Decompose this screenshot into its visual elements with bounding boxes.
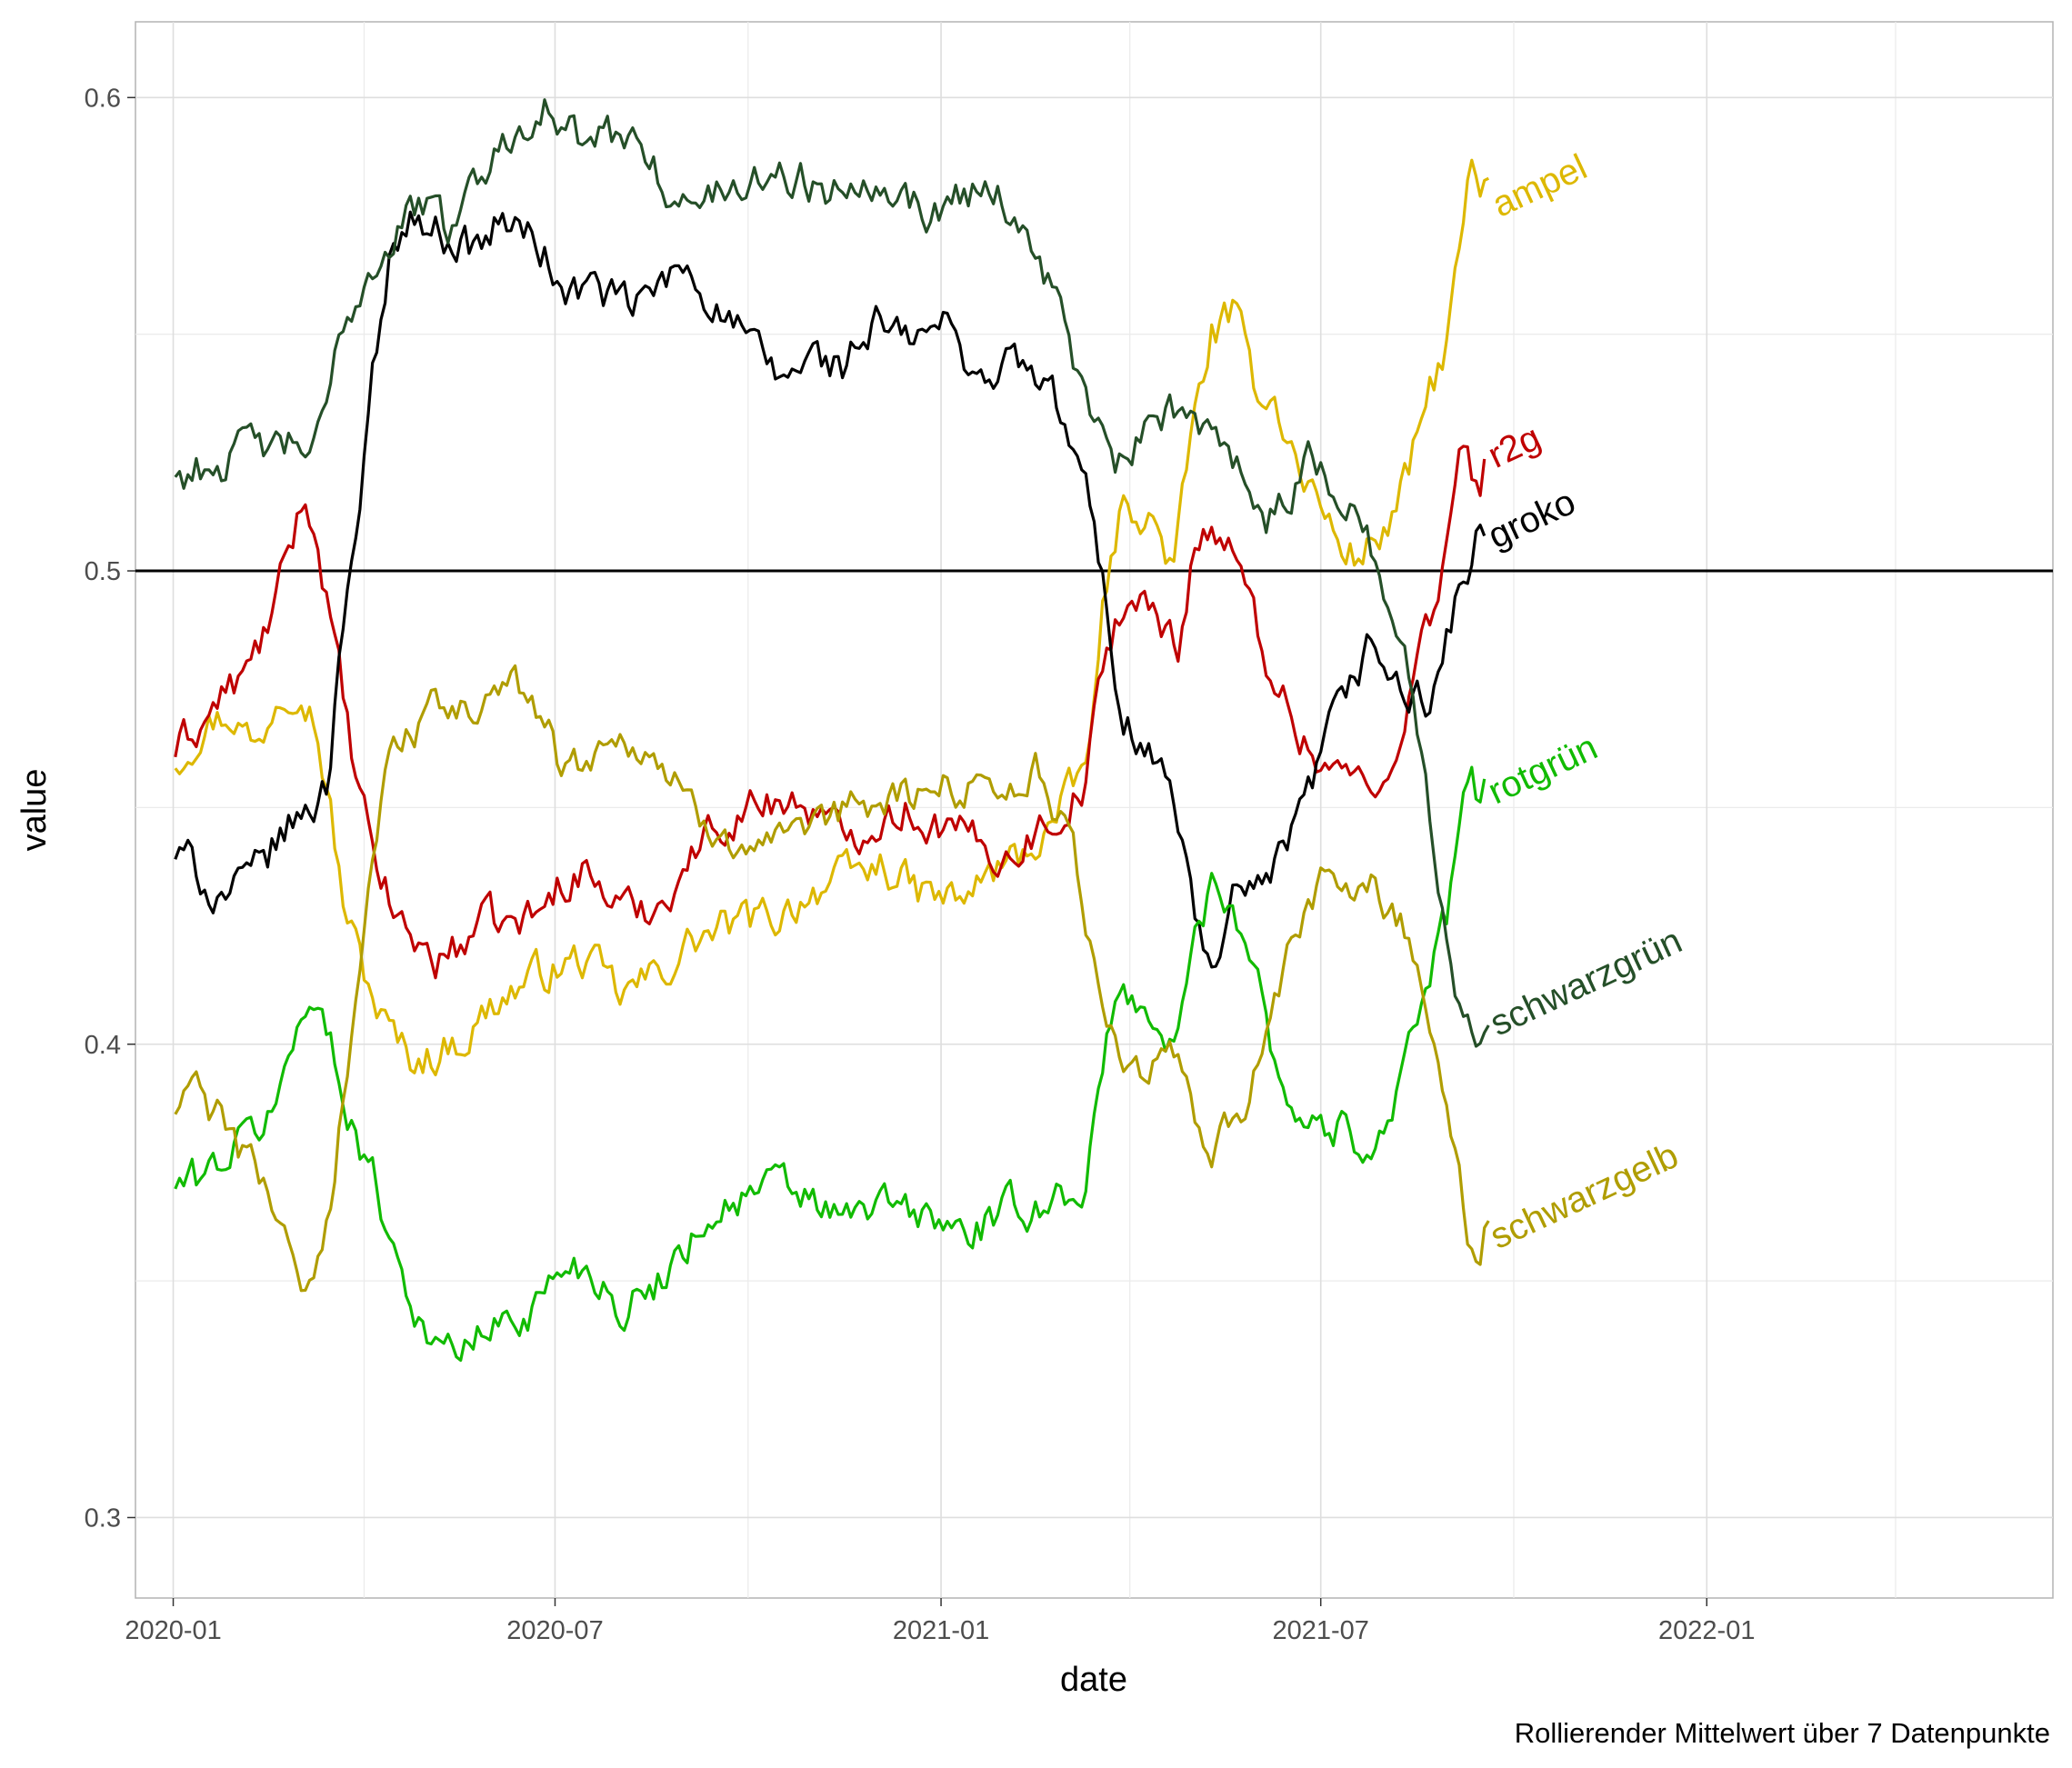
y-tick-label: 0.3: [85, 1503, 121, 1533]
y-tick-label: 0.4: [85, 1031, 121, 1060]
caption: Rollierender Mittelwert über 7 Datenpunk…: [1515, 1717, 2050, 1749]
series-line: [174, 765, 1486, 1363]
y-axis-title: value: [15, 769, 54, 852]
series-lines: [174, 98, 1490, 1363]
y-tick-label: 0.5: [85, 557, 121, 586]
series-line: [174, 98, 1490, 1048]
series-line: [174, 158, 1490, 1077]
minor-gridlines: [135, 22, 2053, 1598]
major-gridlines: [135, 22, 2053, 1598]
y-axis: 0.3 0.4 0.5 0.6: [85, 84, 135, 1533]
plot-background: [135, 21, 2054, 1599]
x-tick-label: 2021-07: [1272, 1616, 1368, 1645]
series-line: [174, 444, 1486, 980]
x-tick-label: 2020-07: [506, 1616, 603, 1645]
y-tick-label: 0.6: [85, 84, 121, 113]
series-line: [174, 210, 1486, 969]
x-axis: 2020-01 2020-07 2021-01 2021-07 2022-01: [125, 1598, 1755, 1645]
x-tick-label: 2020-01: [125, 1616, 221, 1645]
x-axis-title: date: [1060, 1661, 1127, 1699]
x-tick-label: 2022-01: [1658, 1616, 1755, 1645]
x-tick-label: 2021-01: [893, 1616, 989, 1645]
series-line: [174, 664, 1490, 1293]
